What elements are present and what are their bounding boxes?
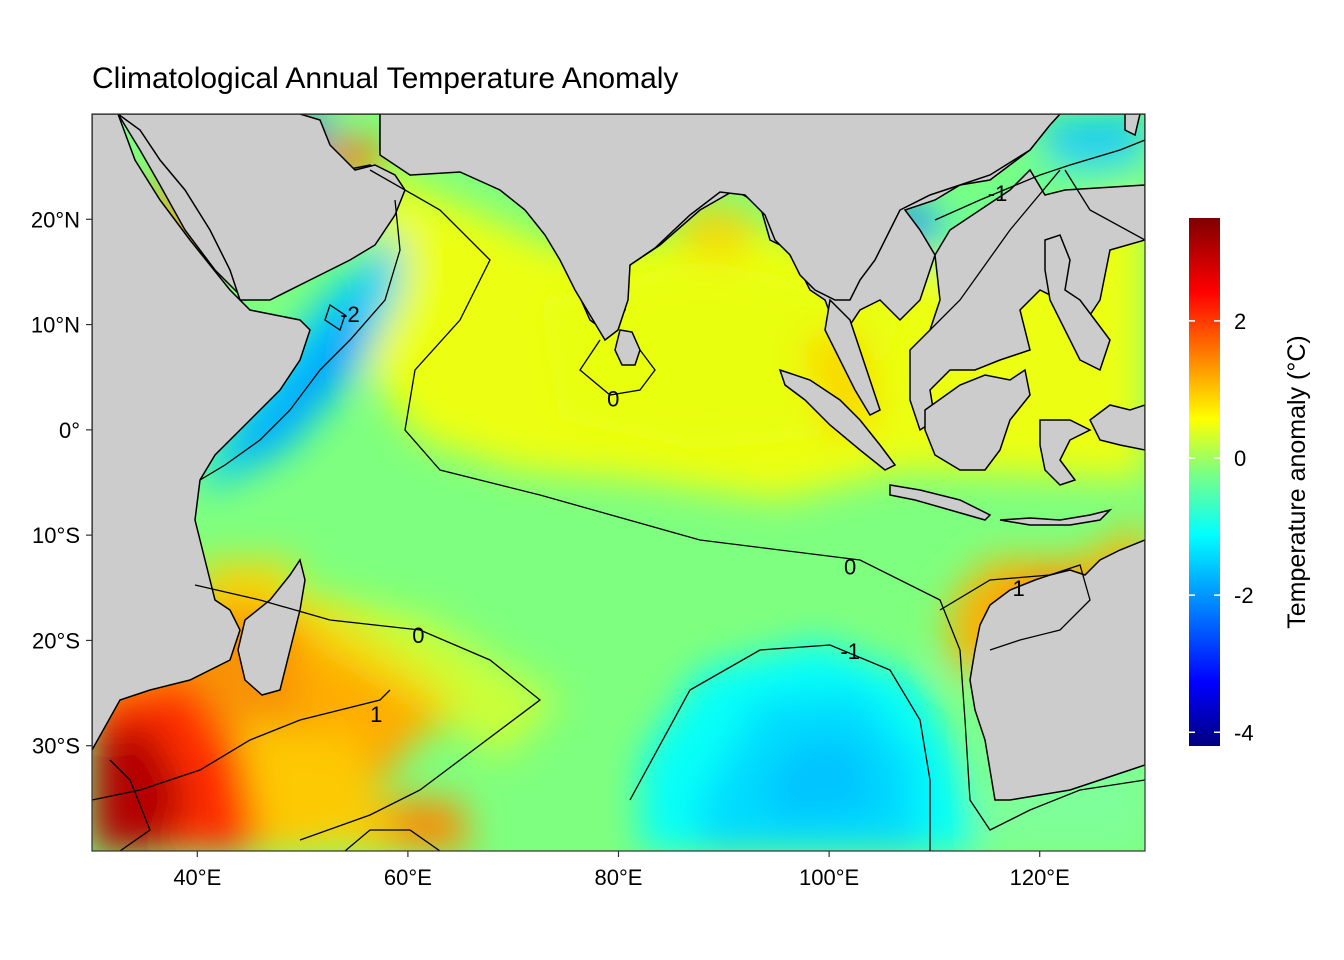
sumatra: [778, 368, 897, 471]
contour-label: 0: [607, 386, 619, 411]
contour-scs-2: [1064, 169, 1145, 241]
contour-minus1-se: [629, 644, 931, 851]
x-tick-label: 120°E: [1010, 865, 1070, 890]
borneo: [924, 368, 1031, 471]
contour-lines: [92, 139, 1145, 851]
contour-plus1-south: [344, 829, 441, 851]
contour-minus2-arabian: [324, 303, 346, 332]
x-tick-label: 40°E: [173, 865, 221, 890]
madagascar: [237, 558, 306, 696]
y-tick-label: 20°N: [31, 207, 80, 232]
colorbar-legend: 2 0 -2 -4 Temperature anomaly (°C): [1189, 218, 1311, 746]
colorbar-tick-label: 2: [1234, 309, 1246, 334]
x-tick-label: 60°E: [384, 865, 432, 890]
contour-minus1-scs: [934, 139, 1145, 221]
sri-lanka: [614, 329, 641, 366]
contour-labels: -2 0 0 0 -1 1 1 -1: [340, 181, 1025, 727]
y-tick-label: 10°N: [31, 313, 80, 338]
contour-plus1-wa: [939, 564, 1091, 651]
arabia: [116, 114, 406, 301]
contour-scs-3: [929, 169, 1061, 331]
new-guinea: [1089, 404, 1145, 451]
india: [379, 114, 1062, 342]
contour-label: 1: [1013, 576, 1025, 601]
malay-peninsula: [824, 298, 881, 416]
colorbar-tick-label: -4: [1234, 720, 1254, 745]
x-tick-label: 100°E: [799, 865, 859, 890]
taiwan: [1124, 114, 1141, 137]
contour-label: -1: [988, 181, 1008, 206]
colorbar: [1189, 218, 1220, 746]
africa-east: [92, 114, 311, 752]
contour-label: 0: [412, 623, 424, 648]
contour-label: 1: [370, 702, 382, 727]
y-tick-label: 10°S: [32, 523, 80, 548]
contour-zero-srilanka: [579, 339, 656, 396]
sulawesi: [1039, 419, 1092, 486]
philippines: [1044, 234, 1111, 372]
contour-label: -2: [340, 302, 360, 327]
contour-zero-main: [369, 169, 1145, 831]
colorbar-tick-label: 0: [1234, 446, 1246, 471]
anomaly-blobs: [92, 114, 1145, 851]
contour-label: 0: [844, 555, 856, 580]
y-axis: 20°N 10°N 0° 10°S 20°S 30°S: [31, 207, 92, 759]
contour-label: -1: [840, 639, 860, 664]
lesser-sunda: [999, 508, 1113, 526]
legend-title: Temperature anomaly (°C): [1283, 335, 1311, 628]
land: [92, 114, 1145, 801]
australia: [969, 539, 1145, 801]
contour-plus1-sw: [92, 689, 391, 801]
colorbar-tick-label: -2: [1234, 583, 1254, 608]
y-tick-label: 0°: [59, 418, 80, 443]
contour-minus1-arabian: [199, 199, 401, 481]
x-axis: 40°E 60°E 80°E 100°E 120°E: [173, 851, 1070, 890]
contour-zero-sw: [194, 584, 542, 841]
colorbar-ticks: 2 0 -2 -4: [1189, 309, 1254, 745]
contour-plus2-sw: [109, 759, 151, 851]
y-tick-label: 20°S: [32, 628, 80, 653]
java: [889, 484, 992, 521]
x-tick-label: 80°E: [595, 865, 643, 890]
map-title: Climatological Annual Temperature Anomal…: [92, 62, 679, 95]
y-tick-label: 30°S: [32, 734, 80, 759]
